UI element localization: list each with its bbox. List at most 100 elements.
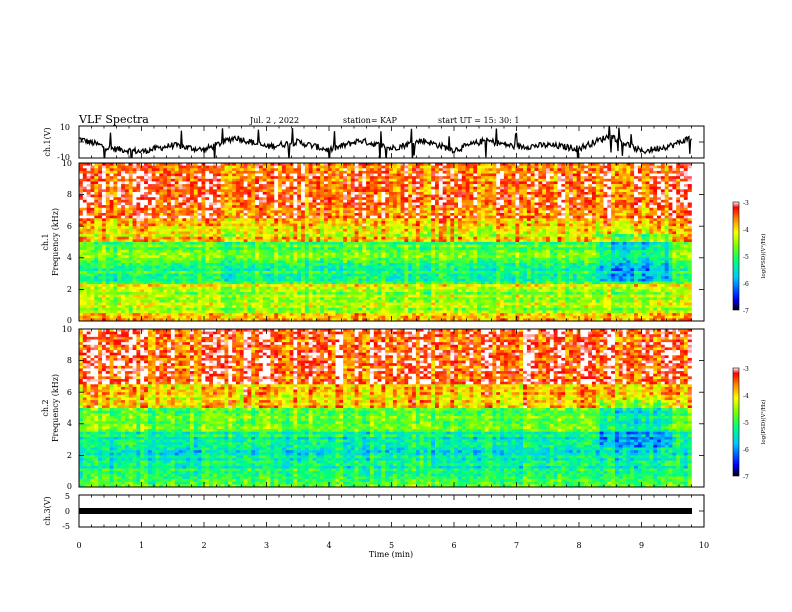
spectrogram-cell bbox=[297, 210, 302, 214]
spectrogram-cell bbox=[683, 228, 688, 232]
spectrogram-cell bbox=[423, 220, 428, 224]
spectrogram-cell bbox=[511, 210, 516, 214]
spectrogram-cell bbox=[369, 181, 375, 185]
spectrogram-cell bbox=[324, 218, 329, 222]
spectrogram-cell bbox=[82, 210, 87, 214]
spectrogram-cell bbox=[339, 223, 344, 227]
spectrogram-cell bbox=[511, 176, 516, 180]
spectrogram-cell bbox=[297, 207, 302, 211]
spectrogram-cell bbox=[653, 220, 658, 224]
spectrogram-cell bbox=[580, 234, 585, 238]
spectrogram-cell bbox=[101, 205, 107, 209]
spectrogram-cell bbox=[170, 189, 176, 193]
spectrogram-cell bbox=[243, 215, 248, 219]
spectrogram-cell bbox=[542, 178, 547, 182]
spectrogram-cell bbox=[281, 181, 287, 185]
spectrogram-cell bbox=[235, 239, 241, 243]
spectrogram-cell bbox=[488, 197, 493, 201]
spectrogram-cell bbox=[461, 218, 466, 222]
spectrogram-cell bbox=[477, 202, 482, 206]
spectrogram-cell bbox=[611, 215, 616, 219]
spectrogram-cell bbox=[331, 210, 336, 214]
spectrogram-cell bbox=[553, 205, 558, 209]
spectrogram-cell bbox=[385, 176, 390, 180]
spectrogram-cell bbox=[438, 189, 443, 193]
spectrogram-cell bbox=[549, 191, 554, 195]
spectrogram-cell bbox=[304, 236, 309, 240]
spectrogram-cell bbox=[496, 228, 501, 232]
spectrogram-cell bbox=[285, 207, 290, 211]
spectrogram-cell bbox=[216, 186, 221, 190]
spectrogram-cell bbox=[270, 213, 275, 216]
spectrogram-cell bbox=[446, 228, 451, 232]
spectrogram-cell bbox=[569, 178, 574, 182]
spectrogram-cell bbox=[98, 191, 103, 195]
spectrogram-cell bbox=[637, 170, 643, 174]
spectrogram-cell bbox=[446, 210, 451, 214]
spectrogram-cell bbox=[385, 210, 390, 214]
spectrogram-cell bbox=[477, 191, 482, 195]
spectrogram-cell bbox=[316, 184, 321, 187]
spectrogram-cell bbox=[630, 186, 635, 190]
spectrogram-cell bbox=[484, 181, 489, 185]
spectrogram-cell bbox=[167, 184, 172, 187]
spectrogram-cell bbox=[653, 210, 658, 214]
spectrogram-cell bbox=[530, 197, 535, 201]
spectrogram-cell bbox=[140, 242, 145, 245]
spectrogram-cell bbox=[377, 234, 382, 238]
spectrogram-cell bbox=[622, 215, 627, 219]
spectrogram-cell bbox=[258, 197, 264, 201]
spectrogram-cell bbox=[653, 181, 658, 185]
spectrogram-cell bbox=[595, 176, 600, 180]
spectrogram-cell bbox=[258, 165, 264, 169]
spectrogram-cell bbox=[614, 226, 620, 230]
spectrogram-cell bbox=[128, 168, 133, 172]
spectrogram-cell bbox=[220, 165, 225, 169]
spectrogram-cell bbox=[450, 163, 455, 166]
spectrogram-cell bbox=[438, 228, 443, 232]
spectrogram-cell bbox=[565, 165, 570, 169]
spectrogram-cell bbox=[484, 189, 489, 193]
spectrogram-cell bbox=[301, 231, 306, 235]
spectrogram-cell bbox=[258, 207, 264, 211]
spectrogram-cell bbox=[121, 176, 126, 180]
spectrogram-cell bbox=[511, 231, 516, 235]
spectrogram-cell bbox=[136, 220, 141, 224]
spectrogram-cell bbox=[335, 207, 340, 211]
spectrogram-cell bbox=[163, 197, 168, 201]
spectrogram-cell bbox=[124, 242, 130, 245]
spectrogram-cell bbox=[324, 186, 329, 190]
spectrogram-cell bbox=[205, 210, 210, 214]
spectrogram-cell bbox=[565, 173, 570, 177]
spectrogram-cell bbox=[193, 165, 198, 169]
spectrogram-cell bbox=[480, 194, 486, 198]
spectrogram-cell bbox=[641, 189, 646, 193]
spectrogram-cell bbox=[262, 234, 267, 238]
spectrogram-cell bbox=[687, 207, 692, 211]
spectrogram-cell bbox=[500, 218, 505, 222]
spectrogram-cell bbox=[308, 207, 313, 211]
spectrogram-cell bbox=[190, 231, 195, 235]
spectrogram-cell bbox=[312, 202, 317, 206]
spectrogram-cell bbox=[297, 186, 302, 190]
spectrogram-cell bbox=[235, 181, 241, 185]
spectrogram-cell bbox=[209, 242, 214, 245]
spectrogram-cell bbox=[603, 239, 608, 243]
spectrogram-cell bbox=[538, 178, 543, 182]
spectrogram-cell bbox=[553, 239, 558, 243]
spectrogram-cell bbox=[480, 234, 486, 238]
spectrogram-cell bbox=[174, 184, 179, 187]
spectrogram-cell bbox=[676, 215, 681, 219]
spectrogram-cell bbox=[350, 184, 355, 187]
spectrogram-cell bbox=[576, 178, 581, 182]
spectrogram-cell bbox=[683, 184, 688, 187]
spectrogram-cell bbox=[136, 228, 141, 232]
spectrogram-cell bbox=[293, 170, 298, 174]
spectrogram-cell bbox=[603, 231, 608, 235]
spectrogram-cell bbox=[128, 186, 133, 190]
spectrogram-cell bbox=[147, 202, 153, 206]
spectrogram-cell bbox=[369, 231, 375, 235]
spectrogram-cell bbox=[484, 228, 489, 232]
spectrogram-cell bbox=[423, 191, 428, 195]
spectrogram-cell bbox=[247, 202, 252, 206]
